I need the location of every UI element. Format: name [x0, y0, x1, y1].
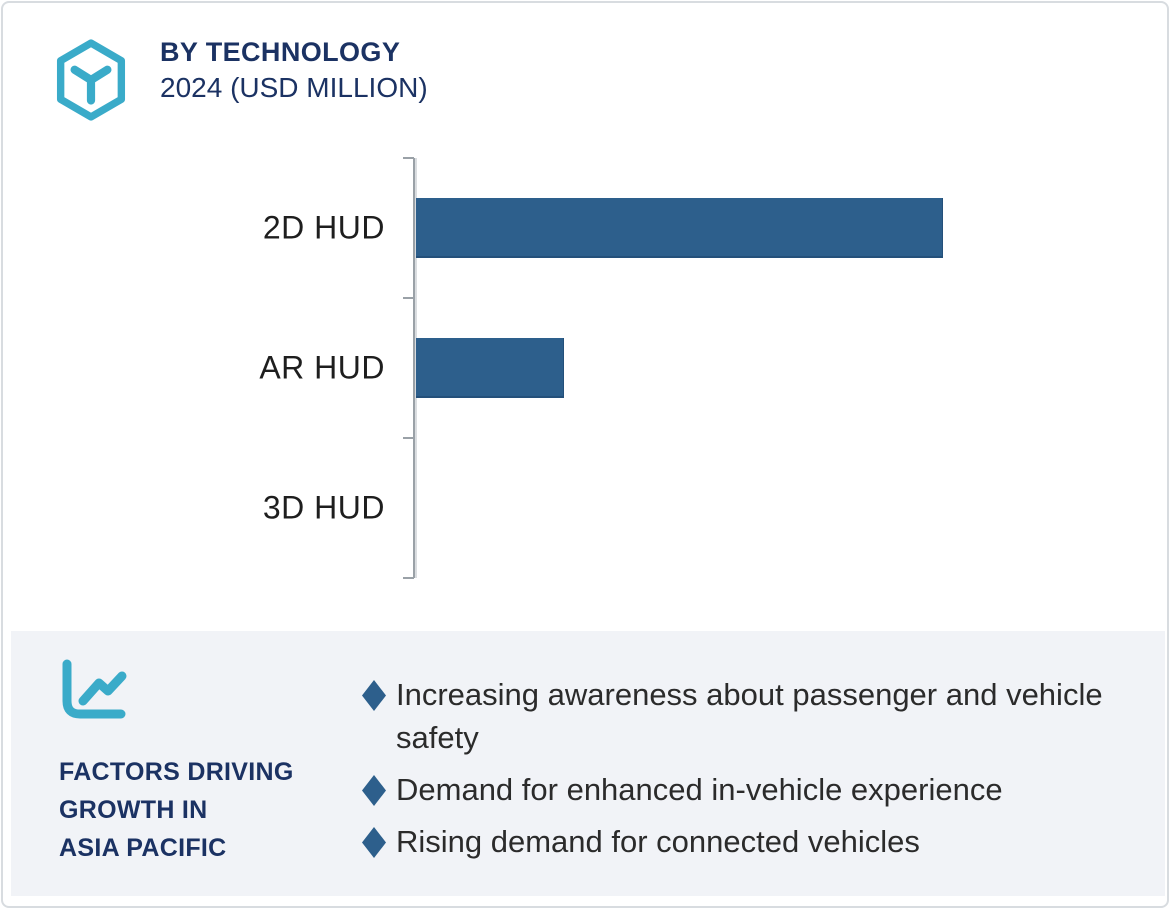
axis-tick	[403, 577, 414, 579]
factor-item: Rising demand for connected vehicles	[362, 820, 1132, 863]
factor-text: Demand for enhanced in-vehicle experienc…	[396, 772, 1003, 807]
factors-heading-line: ASIA PACIFIC	[59, 834, 227, 862]
factors-heading-line: GROWTH IN	[59, 796, 208, 824]
diamond-bullet-icon	[362, 775, 386, 806]
hexagon-cube-icon	[56, 39, 126, 121]
factor-item: Increasing awareness about passenger and…	[362, 673, 1132, 759]
bar-row: AR HUD	[3, 298, 1170, 438]
bar-row: 2D HUD	[3, 158, 1170, 298]
y-axis-line	[413, 158, 415, 578]
bar-row: 3D HUD	[3, 438, 1170, 578]
chart-header: BY TECHNOLOGY 2024 (USD MILLION)	[160, 35, 428, 105]
factor-item: Demand for enhanced in-vehicle experienc…	[362, 768, 1132, 811]
bar-ar-hud	[416, 338, 564, 398]
trend-chart-icon	[62, 659, 127, 719]
category-label: AR HUD	[259, 349, 385, 386]
factors-heading-line: FACTORS DRIVING	[59, 758, 294, 786]
diamond-bullet-icon	[362, 827, 386, 858]
factor-text: Rising demand for connected vehicles	[396, 824, 920, 859]
chart-subtitle: 2024 (USD MILLION)	[160, 72, 428, 103]
bar-2d-hud	[416, 198, 943, 258]
axis-tick	[403, 437, 414, 439]
category-label: 2D HUD	[262, 209, 385, 246]
factors-heading: FACTORS DRIVING GROWTH IN ASIA PACIFIC	[59, 753, 339, 867]
bar-chart: 2D HUD AR HUD 3D HUD	[3, 157, 1170, 579]
factor-text: Increasing awareness about passenger and…	[396, 677, 1103, 755]
chart-title: BY TECHNOLOGY	[160, 37, 401, 67]
factors-panel: FACTORS DRIVING GROWTH IN ASIA PACIFIC Inc…	[11, 631, 1165, 896]
diamond-bullet-icon	[362, 680, 386, 711]
category-label: 3D HUD	[262, 489, 385, 526]
axis-tick	[403, 157, 414, 159]
factors-list: Increasing awareness about passenger and…	[362, 673, 1132, 872]
axis-tick	[403, 297, 414, 299]
